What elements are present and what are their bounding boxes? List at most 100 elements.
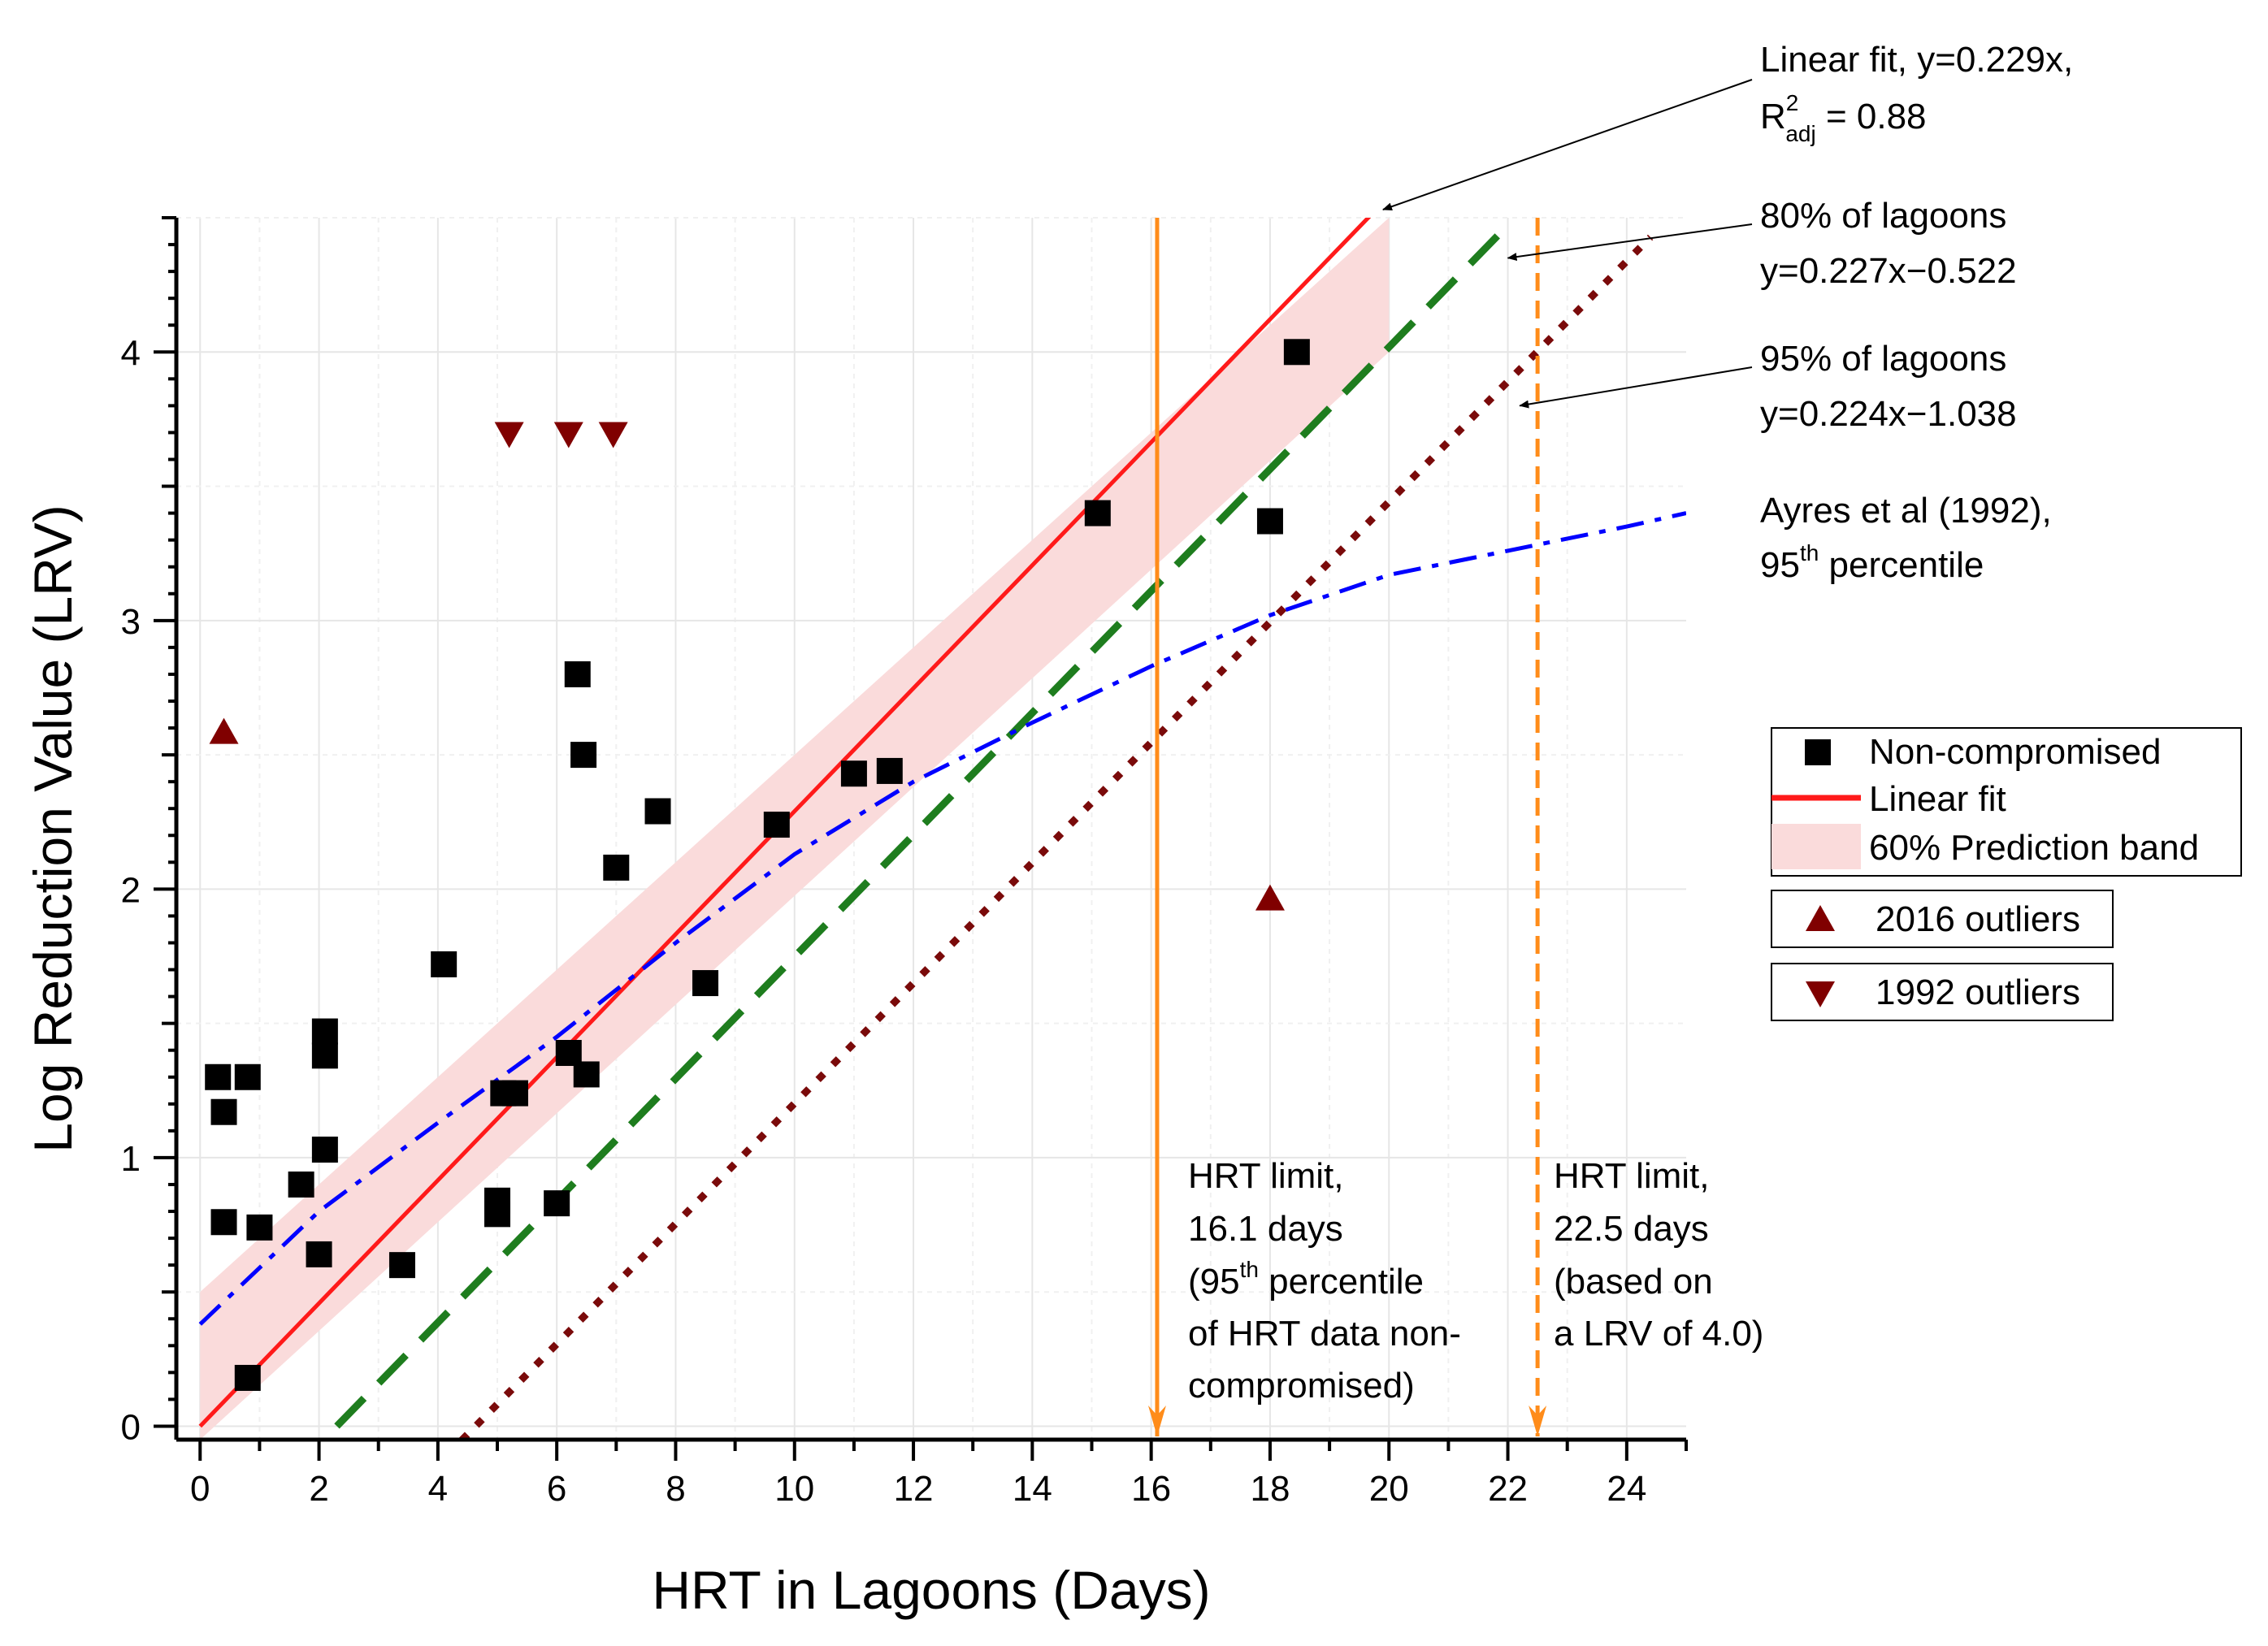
svg-text:HRT limit,: HRT limit,	[1188, 1156, 1344, 1196]
annotation-arrows	[1381, 79, 1753, 409]
x-tick-label: 8	[666, 1469, 685, 1509]
point-non-compromised	[1256, 508, 1283, 535]
svg-text:(95th percentile: (95th percentile	[1188, 1257, 1424, 1302]
x-tick-label: 18	[1250, 1469, 1290, 1509]
legend-box-1992: 1992 outliers	[1771, 963, 2114, 1021]
svg-text:of HRT data non-: of HRT data non-	[1188, 1314, 1461, 1354]
svg-text:95% of lagoons: 95% of lagoons	[1760, 339, 2006, 379]
point-non-compromised	[388, 1252, 415, 1279]
point-non-compromised	[570, 742, 597, 769]
point-non-compromised	[501, 1080, 528, 1107]
x-tick-label: 0	[190, 1469, 210, 1509]
legend: Non-compromised Linear fit 60% Predictio…	[1771, 727, 2242, 1021]
legend-swatch-square	[1805, 739, 1831, 765]
point-non-compromised	[210, 1098, 237, 1125]
series-line-95-of-lagoons	[458, 234, 1654, 1440]
point-non-compromised	[431, 951, 458, 977]
point-non-compromised	[311, 1018, 338, 1045]
annotation-80-lagoons: 80% of lagoons y=0.227x−0.522	[1760, 196, 2017, 291]
x-tick-label: 16	[1131, 1469, 1171, 1509]
point-2016-outlier	[1255, 884, 1285, 911]
point-non-compromised	[306, 1241, 332, 1267]
y-tick-label: 4	[121, 333, 141, 373]
annotation-hrt-22: HRT limit, 22.5 days (based on a LRV of …	[1554, 1156, 1763, 1354]
point-1992-outlier	[494, 422, 524, 448]
legend-label-2016-outliers: 2016 outliers	[1876, 899, 2080, 939]
point-non-compromised	[876, 757, 903, 784]
point-non-compromised	[484, 1187, 511, 1214]
point-non-compromised	[564, 661, 591, 687]
legend-swatch-triangle-up	[1806, 905, 1835, 931]
point-non-compromised	[234, 1063, 261, 1090]
point-non-compromised	[311, 1042, 338, 1069]
point-non-compromised	[692, 970, 719, 997]
legend-label-1992-outliers: 1992 outliers	[1876, 972, 2080, 1012]
svg-text:compromised): compromised)	[1188, 1366, 1415, 1406]
legend-box-2016: 2016 outliers	[1771, 890, 2114, 948]
svg-text:22.5 days: 22.5 days	[1554, 1209, 1709, 1249]
svg-text:Linear fit, y=0.229x,: Linear fit, y=0.229x,	[1760, 40, 2073, 80]
svg-text:16.1 days: 16.1 days	[1188, 1209, 1343, 1249]
x-tick-label: 10	[774, 1469, 814, 1509]
svg-text:95th percentile: 95th percentile	[1760, 540, 1984, 585]
legend-label-non-compromised: Non-compromised	[1869, 732, 2161, 772]
x-axis-title: HRT in Lagoons (Days)	[652, 1560, 1210, 1620]
x-tick-label: 12	[894, 1469, 934, 1509]
point-non-compromised	[840, 760, 867, 787]
annotation-linear-fit: Linear fit, y=0.229x, R2 adj = 0.88	[1760, 40, 2073, 146]
axes	[154, 216, 1688, 1461]
point-non-compromised	[544, 1190, 570, 1217]
legend-label-prediction-band: 60% Prediction band	[1869, 828, 2199, 868]
y-tick-label: 2	[121, 870, 141, 910]
svg-text:80% of lagoons: 80% of lagoons	[1760, 196, 2006, 236]
point-non-compromised	[234, 1364, 261, 1391]
x-tick-label: 14	[1013, 1469, 1052, 1509]
point-non-compromised	[763, 812, 790, 838]
y-tick-label: 1	[121, 1139, 141, 1179]
point-non-compromised	[644, 798, 671, 825]
point-non-compromised	[246, 1214, 273, 1241]
lines-layer	[198, 218, 1686, 1440]
legend-box-main: Non-compromised Linear fit 60% Predictio…	[1771, 727, 2242, 877]
point-non-compromised	[603, 854, 630, 881]
legend-swatch-triangle-down	[1806, 981, 1835, 1007]
svg-text:y=0.224x−1.038: y=0.224x−1.038	[1760, 394, 2017, 434]
hrt-limit-lines	[1147, 218, 1547, 1436]
x-tick-label: 2	[309, 1469, 328, 1509]
svg-text:y=0.227x−0.522: y=0.227x−0.522	[1760, 251, 2017, 291]
svg-text:HRT limit,: HRT limit,	[1554, 1156, 1710, 1196]
points-layer	[205, 339, 1310, 1391]
arrow-95-lagoons	[1519, 366, 1753, 409]
point-non-compromised	[311, 1137, 338, 1163]
grid	[176, 217, 1686, 1440]
point-non-compromised	[1283, 339, 1310, 366]
point-non-compromised	[1084, 500, 1111, 526]
y-tick-label: 3	[121, 602, 141, 642]
legend-swatch-band	[1771, 824, 1861, 869]
series-line-80-of-lagoons	[334, 228, 1505, 1429]
point-non-compromised	[205, 1063, 232, 1090]
x-tick-label: 22	[1488, 1469, 1528, 1509]
point-non-compromised	[573, 1061, 600, 1088]
point-1992-outlier	[598, 422, 628, 448]
annotation-ayres: Ayres et al (1992), 95th percentile	[1760, 491, 2052, 585]
legend-label-linear-fit: Linear fit	[1869, 779, 2006, 819]
arrow-80-lagoons	[1507, 223, 1753, 262]
point-non-compromised	[288, 1171, 314, 1198]
x-tick-label: 4	[428, 1469, 448, 1509]
svg-text:(based on: (based on	[1554, 1262, 1713, 1302]
point-2016-outlier	[209, 717, 239, 744]
y-axis-title: Log Reduction Value (LRV)	[23, 505, 83, 1152]
annotation-95-lagoons: 95% of lagoons y=0.224x−1.038	[1760, 339, 2017, 434]
point-1992-outlier	[553, 422, 583, 448]
y-tick-label: 0	[121, 1407, 141, 1447]
x-tick-label: 6	[547, 1469, 566, 1509]
series-line-ayres-et-al-1992-95th-percentile	[198, 511, 1686, 1326]
svg-text:Ayres et al (1992),: Ayres et al (1992),	[1760, 491, 2052, 531]
x-tick-label: 24	[1607, 1469, 1646, 1509]
annotation-hrt-16: HRT limit, 16.1 days (95th percentile of…	[1188, 1156, 1461, 1406]
point-non-compromised	[210, 1209, 237, 1236]
